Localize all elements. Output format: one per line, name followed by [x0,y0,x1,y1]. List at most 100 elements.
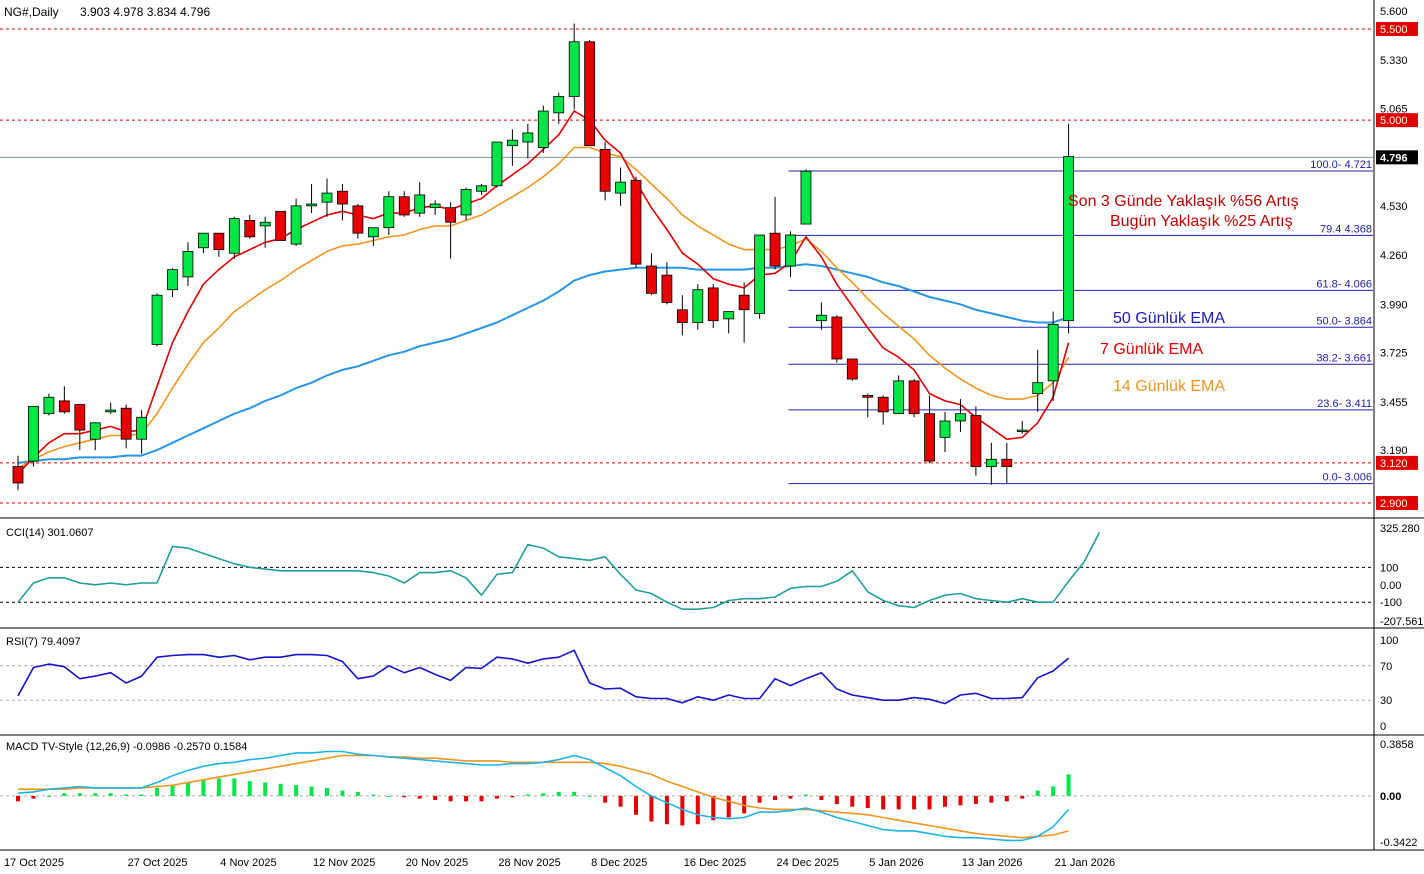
bull-candle [197,232,209,254]
macd-histogram-bar [232,778,237,796]
bull-candle [537,105,549,153]
candle-body [491,141,503,187]
candle-body [537,110,549,148]
candles [12,23,1074,491]
macd-tick-label: 0.3858 [1380,739,1414,751]
candle-body [290,205,302,245]
bull-candle [259,216,271,248]
annotation-artis-3-gun[interactable]: Son 3 Günde Yaklaşık %56 Artış [1068,193,1299,210]
bear-candle [908,379,920,418]
bull-candle [692,284,704,330]
macd-histogram-bar [1066,774,1071,796]
bear-candle [862,393,874,418]
macd-histogram-bar [634,795,638,815]
macd-histogram-bar [77,793,82,796]
macd-histogram-bar [185,782,190,796]
candle-body [800,170,812,225]
bull-candle [151,293,163,347]
macd-histogram-bar [1004,795,1009,802]
bear-candle [275,210,287,241]
bull-candle [985,442,997,485]
annotation-artis-bugun[interactable]: Bugün Yaklaşık %25 Artış [1110,213,1293,230]
fibonacci-retracement[interactable]: 100.0- 4.721 79.4 4.368 61.8- 4.066 50.0- 3… [788,159,1374,485]
macd-histogram-bar [62,793,67,796]
macd-histogram-bar [170,785,175,796]
ema14-annotation[interactable]: 14 Günlük EMA [1113,378,1225,395]
fib-level-label: 50.0- 3.864 [1316,315,1372,327]
candle-body [182,251,194,278]
macd-histogram-bar [1020,795,1025,799]
fib-level-label: 79.4 4.368 [1320,223,1372,235]
candle-body [553,96,565,114]
macd-histogram-bar [93,793,98,796]
price-panel: 100.0- 4.721 79.4 4.368 61.8- 4.066 50.0- 3… [0,5,1374,504]
bear-candle [120,404,132,449]
macd-histogram-bar [201,779,206,796]
ema50-annotation[interactable]: 50 Günlük EMA [1113,310,1225,327]
time-tick-label: 5 Jan 2026 [869,857,923,869]
bull-candle [136,410,148,454]
candle-body [1016,429,1028,432]
price-tick-label: 4.530 [1380,201,1408,213]
bull-candle [89,422,101,451]
ema7-annotation[interactable]: 7 Günlük EMA [1100,341,1203,358]
macd-histogram-bar [603,795,608,803]
bear-candle [337,183,348,221]
candle-body [939,420,951,438]
price-level-tag [1376,113,1418,128]
candle-body [306,203,317,207]
macd-histogram-bar [294,785,299,796]
bull-candle [1016,420,1028,434]
macd-histogram-bar [618,795,623,807]
macd-histogram-bar [402,795,407,798]
time-tick-label: 28 Nov 2025 [498,857,560,869]
macd-histogram-bar [989,795,994,803]
macd-histogram-bar [325,787,329,796]
time-tick-label: 8 Dec 2025 [591,857,647,869]
candle-body [398,196,410,216]
macd-histogram-bar [247,781,252,796]
macd-histogram-bar [16,795,20,802]
current-price-tag [1376,150,1418,165]
candle-body [877,396,889,413]
macd-histogram-bar [108,793,113,796]
candle-body [831,316,843,360]
macd-histogram-bar [664,795,669,825]
macd-histogram-bar [263,782,268,796]
bear-candle [1001,442,1013,483]
candle-body [692,289,704,323]
cci-tick-label: 325.280 [1380,523,1420,535]
macd-histogram-bar [711,795,716,821]
candle-body [151,294,163,345]
price-tick-label: 3.725 [1380,348,1408,360]
candle-body [615,181,626,194]
macd-histogram-bar [448,795,453,802]
candle-body [167,269,178,291]
macd-histogram-bar [371,794,376,796]
current-price-tag-label: 4.796 [1380,152,1408,164]
candle-body [816,314,827,322]
bear-candle [646,253,657,296]
bear-candle [213,232,225,257]
bull-candle [506,129,518,166]
macd-histogram-bar [541,793,546,796]
bear-candle [769,196,781,270]
bear-candle [244,214,256,239]
macd-line [17,750,1070,842]
candle-body [924,413,935,462]
candle-body [1047,323,1059,382]
bull-candle [460,187,472,221]
macd-histogram-bar [973,795,978,805]
time-tick-label: 4 Nov 2025 [220,857,276,869]
macd-histogram-bar [31,795,36,799]
macd-histogram-bar [850,795,855,807]
time-tick-label: 16 Dec 2025 [684,857,746,869]
price-level-tag-label: 2.900 [1380,498,1408,510]
bull-candle [785,231,796,277]
macd-histogram-bar [881,795,886,810]
bull-candle [1047,311,1059,401]
candle-body [136,416,148,440]
macd-histogram-bar [433,795,438,800]
macd-histogram-bar [803,794,808,796]
